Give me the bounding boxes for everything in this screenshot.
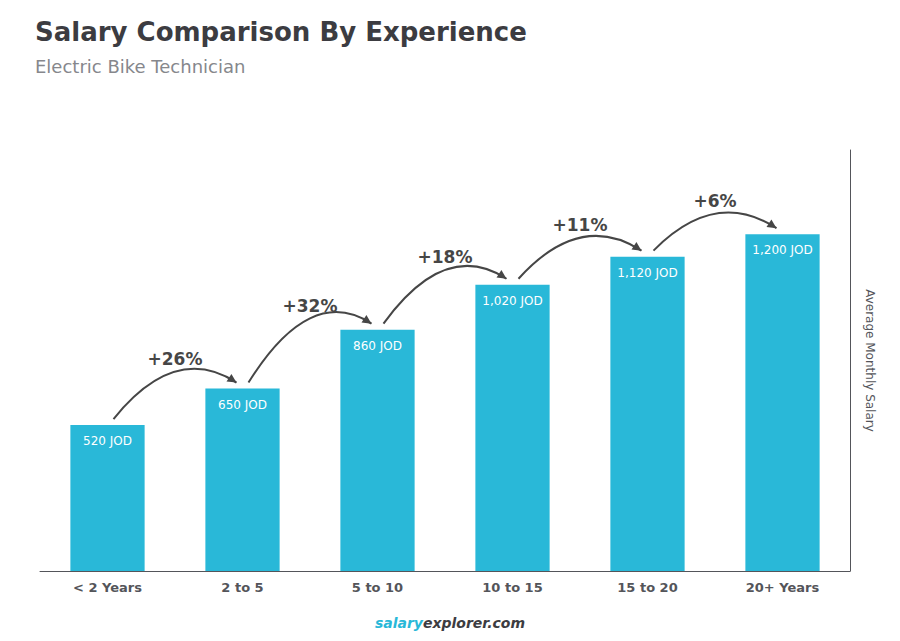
svg-text:20+ Years: 20+ Years (746, 580, 820, 595)
svg-text:1,020 JOD: 1,020 JOD (482, 294, 542, 308)
svg-text:15 to 20: 15 to 20 (617, 580, 677, 595)
svg-text:Salary Comparison By Experienc: Salary Comparison By Experience (35, 17, 527, 47)
svg-text:10 to 15: 10 to 15 (482, 580, 542, 595)
svg-text:+18%: +18% (418, 247, 473, 267)
svg-text:5 to 10: 5 to 10 (352, 580, 403, 595)
svg-text:860 JOD: 860 JOD (353, 339, 402, 353)
svg-text:1,120 JOD: 1,120 JOD (617, 266, 677, 280)
svg-text:+32%: +32% (283, 296, 338, 316)
svg-text:+11%: +11% (553, 215, 608, 235)
svg-text:< 2 Years: < 2 Years (73, 580, 142, 595)
svg-text:650 JOD: 650 JOD (218, 398, 267, 412)
svg-text:Electric Bike Technician: Electric Bike Technician (35, 56, 245, 77)
svg-text:explorer.com: explorer.com (423, 615, 525, 631)
svg-text:salary: salary (375, 615, 424, 631)
svg-text:1,200 JOD: 1,200 JOD (752, 243, 812, 257)
svg-text:+6%: +6% (693, 191, 736, 211)
svg-text:520 JOD: 520 JOD (83, 434, 132, 448)
svg-text:+26%: +26% (148, 349, 203, 369)
svg-text:2 to 5: 2 to 5 (221, 580, 263, 595)
svg-text:Average Monthly Salary: Average Monthly Salary (863, 289, 877, 432)
